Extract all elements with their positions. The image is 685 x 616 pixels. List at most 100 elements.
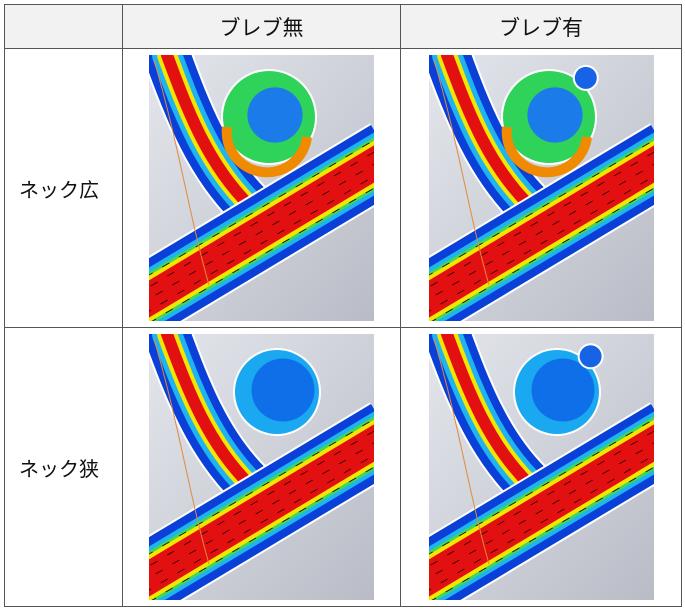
vector bbox=[295, 182, 303, 188]
vector bbox=[431, 597, 436, 600]
vector bbox=[646, 430, 654, 436]
vector bbox=[228, 501, 237, 507]
vector bbox=[544, 527, 553, 533]
vector bbox=[479, 530, 488, 536]
vector bbox=[149, 551, 153, 555]
vector bbox=[513, 510, 521, 516]
vector bbox=[332, 487, 340, 493]
vector bbox=[277, 229, 285, 235]
vector bbox=[188, 549, 197, 555]
vector bbox=[343, 468, 352, 474]
vector bbox=[641, 142, 650, 148]
main-vessel bbox=[149, 424, 374, 597]
bleb bbox=[574, 66, 597, 89]
vector bbox=[238, 240, 247, 246]
vector bbox=[474, 242, 483, 248]
vector bbox=[362, 421, 370, 427]
vector bbox=[468, 270, 476, 276]
vector bbox=[508, 222, 516, 228]
vector bbox=[578, 228, 586, 234]
vector bbox=[651, 442, 654, 445]
vector bbox=[288, 210, 297, 216]
vector bbox=[573, 219, 581, 225]
vector bbox=[272, 499, 280, 505]
vector bbox=[360, 179, 368, 185]
vector bbox=[328, 441, 337, 447]
row-header: ネック狭 bbox=[4, 327, 123, 607]
vector bbox=[327, 478, 335, 484]
edge-line bbox=[153, 338, 210, 565]
vector bbox=[434, 569, 443, 575]
vector bbox=[651, 163, 654, 166]
aneurysm-jet bbox=[221, 126, 312, 178]
vector bbox=[293, 219, 302, 225]
vector bbox=[367, 151, 374, 157]
branch-vessel bbox=[440, 55, 535, 211]
vector bbox=[193, 279, 202, 285]
vector bbox=[278, 192, 287, 198]
vector bbox=[265, 527, 273, 533]
vector bbox=[623, 468, 631, 474]
vector bbox=[529, 221, 538, 227]
flow-image bbox=[428, 334, 654, 600]
vector bbox=[288, 489, 297, 495]
flow-image bbox=[149, 334, 374, 600]
vector bbox=[429, 560, 438, 566]
vector bbox=[165, 308, 173, 314]
vector bbox=[501, 250, 510, 256]
vector bbox=[160, 578, 168, 584]
vector bbox=[177, 289, 185, 295]
vector bbox=[456, 289, 465, 295]
vector bbox=[195, 242, 203, 248]
vector bbox=[579, 470, 588, 476]
vector bbox=[305, 200, 313, 206]
vector bbox=[248, 537, 257, 543]
vector bbox=[468, 549, 476, 555]
vector bbox=[182, 298, 190, 304]
vector bbox=[478, 288, 486, 294]
vector bbox=[584, 200, 593, 206]
vector bbox=[232, 268, 240, 274]
vector bbox=[151, 318, 157, 321]
vector bbox=[372, 163, 374, 166]
vector bbox=[608, 162, 616, 168]
vector bbox=[155, 569, 163, 575]
vector bbox=[182, 577, 190, 583]
vector bbox=[222, 529, 230, 535]
vector bbox=[350, 440, 358, 446]
vector bbox=[332, 208, 340, 214]
vector bbox=[312, 451, 320, 457]
vector bbox=[574, 182, 583, 188]
vector bbox=[591, 172, 600, 178]
corner-cell bbox=[4, 4, 123, 49]
vector bbox=[345, 152, 353, 158]
vector bbox=[183, 261, 192, 267]
vector bbox=[546, 211, 555, 217]
row: ネック広 bbox=[4, 48, 682, 328]
vector bbox=[539, 239, 548, 245]
vector bbox=[568, 210, 576, 216]
bleb bbox=[579, 345, 602, 368]
vector bbox=[250, 500, 258, 506]
vector bbox=[305, 479, 313, 485]
vector bbox=[444, 587, 453, 593]
vector bbox=[524, 491, 533, 497]
vector bbox=[573, 498, 581, 504]
vector bbox=[333, 450, 342, 456]
vector bbox=[198, 567, 207, 573]
vector bbox=[484, 539, 493, 545]
vector bbox=[568, 489, 576, 495]
vector bbox=[491, 232, 500, 238]
vector bbox=[200, 251, 208, 257]
vector bbox=[215, 557, 223, 563]
vector bbox=[613, 171, 621, 177]
vector bbox=[473, 279, 481, 285]
flow-image bbox=[149, 55, 374, 321]
vector bbox=[534, 230, 543, 236]
vector bbox=[601, 190, 610, 196]
vector bbox=[574, 461, 583, 467]
vector bbox=[265, 248, 273, 254]
vector bbox=[195, 521, 203, 527]
vector bbox=[262, 202, 270, 208]
